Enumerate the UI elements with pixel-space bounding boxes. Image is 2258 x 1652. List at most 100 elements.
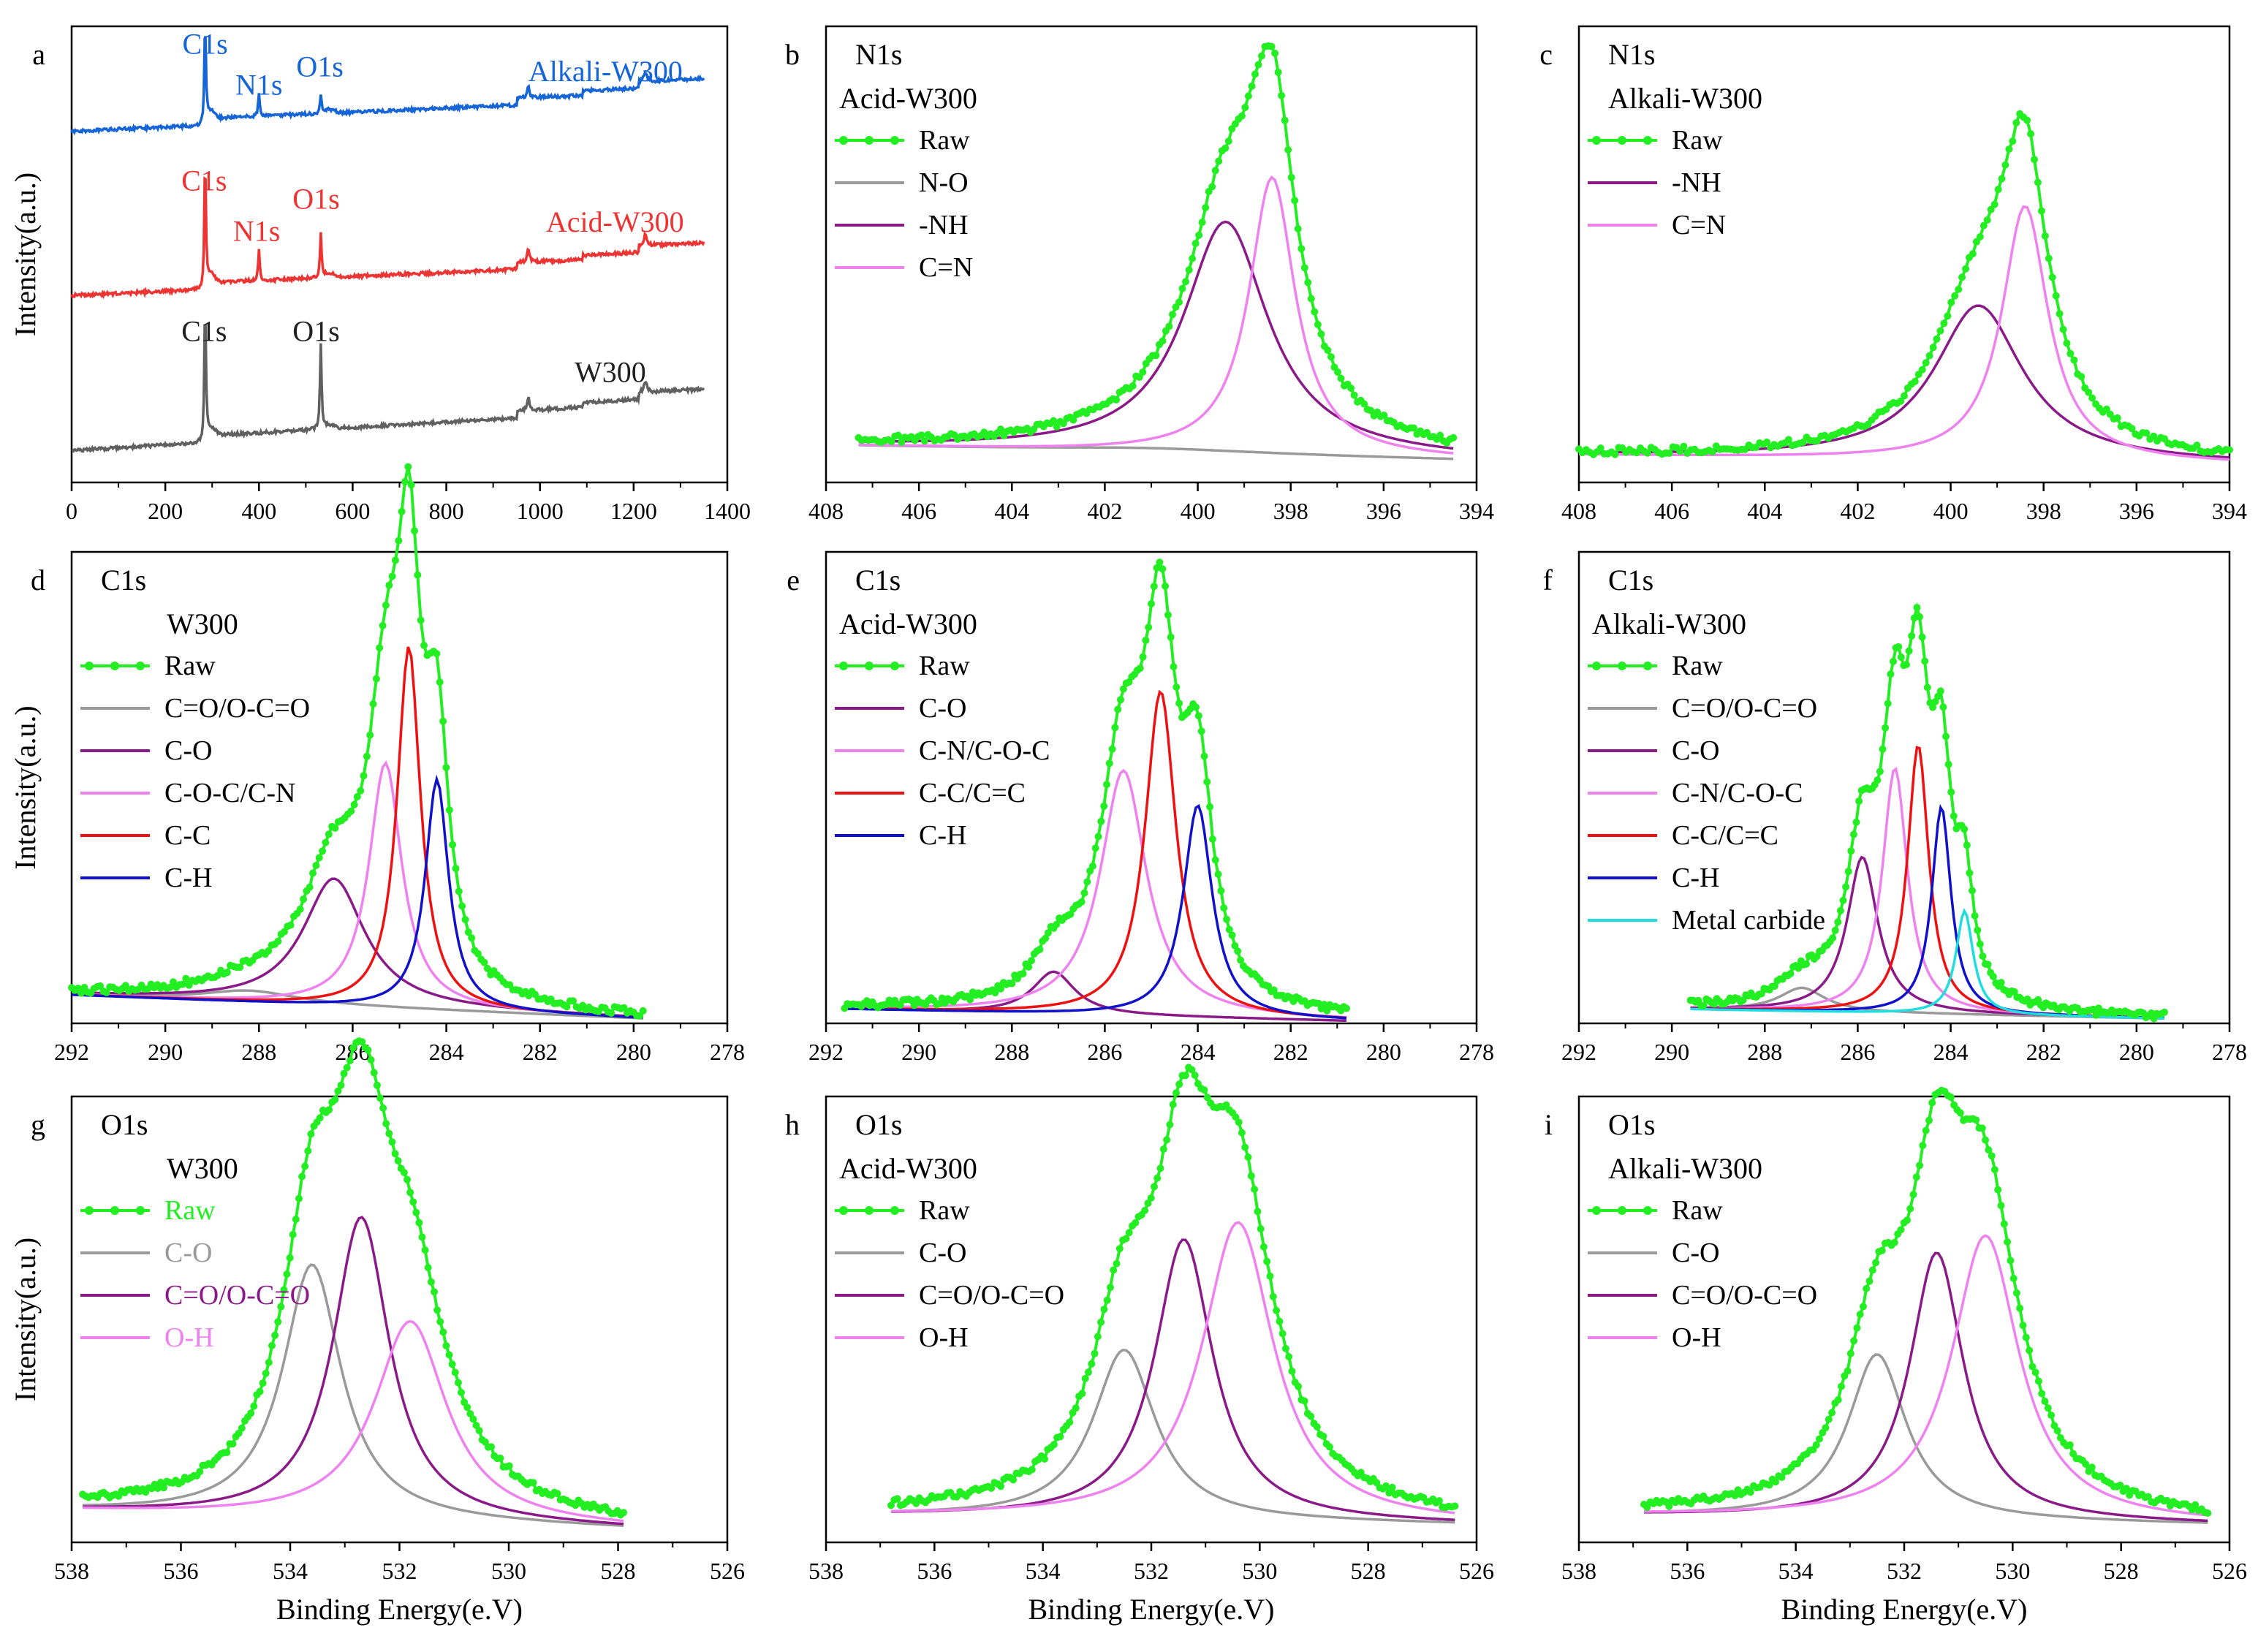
raw-data-point — [1083, 878, 1091, 886]
raw-data-point — [1208, 836, 1216, 843]
raw-data-point — [250, 1402, 258, 1410]
raw-data-point — [343, 1064, 351, 1072]
raw-data-point — [296, 905, 304, 913]
raw-data-point — [1078, 1390, 1086, 1398]
raw-data-point — [887, 438, 895, 445]
raw-data-point — [340, 1069, 348, 1077]
raw-data-point — [1969, 250, 1977, 258]
raw-data-point — [2001, 161, 2009, 169]
raw-data-point — [436, 678, 444, 686]
raw-data-point — [166, 983, 174, 991]
y-axis-label: Intensity(a.u.) — [9, 173, 42, 336]
raw-data-point — [1611, 450, 1619, 458]
raw-data-point — [2122, 1485, 2130, 1493]
raw-data-point — [1159, 1145, 1167, 1153]
legend-label: C-O — [919, 1238, 966, 1268]
x-tick-label: 280 — [2119, 1039, 2154, 1065]
raw-spectrum-line — [70, 466, 645, 1018]
panel-letter: f — [1543, 564, 1553, 596]
x-tick-label: 528 — [2104, 1558, 2139, 1584]
raw-data-point — [373, 1081, 381, 1089]
x-tick-label: 404 — [994, 498, 1029, 524]
legend-label: Raw — [1672, 651, 1723, 681]
raw-data-point — [1251, 70, 1259, 78]
x-tick-label: 292 — [54, 1039, 89, 1065]
raw-data-point — [2052, 292, 2060, 300]
raw-data-point — [1909, 1191, 1917, 1199]
raw-data-point — [480, 958, 488, 966]
raw-data-point — [1129, 382, 1137, 390]
raw-data-point — [1665, 1502, 1673, 1510]
legend: Raw C-O C=O/O-C=O O-H — [80, 1195, 310, 1353]
legend-marker — [865, 1206, 874, 1215]
legend-label: Raw — [919, 651, 970, 681]
survey-line-acid-w300 — [70, 176, 705, 300]
raw-data-point — [1337, 374, 1345, 382]
raw-data-point — [2066, 1441, 2074, 1449]
raw-data-point — [1178, 284, 1186, 292]
raw-data-point — [1294, 225, 1302, 232]
raw-data-point — [1141, 1207, 1149, 1214]
raw-data-point — [1050, 1441, 1058, 1449]
x-tick-label: 538 — [1561, 1558, 1596, 1584]
raw-data-point — [912, 1499, 920, 1507]
component-curve-c-o — [1643, 1353, 2208, 1524]
raw-data-point — [1194, 712, 1202, 720]
raw-data-point — [1144, 1200, 1152, 1208]
x-tick-label: 400 — [1181, 498, 1216, 524]
raw-data-point — [1091, 844, 1099, 852]
raw-data-point — [1203, 1094, 1211, 1102]
raw-data-point — [2012, 1289, 2020, 1297]
raw-data-point — [1324, 346, 1332, 355]
legend: Raw C=O/O-C=O C-O C-N/C-O-C C-C/C=C C-H Metal … — [1588, 651, 1825, 936]
raw-data-point — [1103, 1296, 1111, 1304]
raw-data-point — [256, 1387, 264, 1395]
raw-data-point — [917, 431, 925, 439]
x-tick-label: 292 — [1561, 1039, 1596, 1065]
raw-data-point — [1922, 1126, 1930, 1134]
raw-data-point — [376, 1094, 384, 1102]
raw-data-point — [77, 989, 85, 997]
x-tick-label: 290 — [1654, 1039, 1689, 1065]
raw-data-point — [1203, 778, 1211, 786]
x-tick-label: 1000 — [517, 498, 564, 524]
raw-data-point — [1388, 1483, 1396, 1491]
raw-data-point — [179, 980, 186, 988]
component-curve-metal-carbide — [1690, 907, 2165, 1020]
raw-data-point — [1918, 633, 1926, 641]
raw-data-point — [309, 869, 317, 877]
raw-data-point — [2034, 178, 2042, 186]
raw-data-point — [1978, 1124, 1986, 1132]
legend-marker — [110, 1206, 119, 1215]
raw-data-point — [271, 1331, 279, 1339]
raw-data-point — [1855, 797, 1863, 805]
raw-data-point — [364, 1046, 372, 1054]
raw-data-point — [607, 1009, 615, 1017]
raw-data-point — [1700, 1001, 1708, 1009]
raw-data-point — [1217, 887, 1225, 895]
raw-data-point — [259, 1379, 267, 1387]
panel-e: 292 290 288 286 284 282 280 278 e C1s Acid-W300 Raw… — [787, 550, 1494, 1065]
raw-data-point — [2193, 442, 2201, 450]
raw-data-point — [2027, 130, 2035, 138]
legend-label: C=N — [1672, 210, 1726, 240]
raw-data-point — [1094, 833, 1102, 841]
x-tick-label: 600 — [335, 498, 370, 524]
raw-data-point — [1117, 696, 1124, 704]
raw-data-point — [292, 1216, 300, 1224]
raw-data-point — [439, 717, 447, 725]
raw-data-point — [300, 895, 307, 903]
raw-data-point — [448, 1360, 456, 1368]
raw-data-point — [1287, 173, 1295, 181]
legend-label: C=O/O-C=O — [1672, 693, 1817, 724]
legend: Raw N-O -NH C=N — [835, 125, 973, 283]
peak-annotation: O1s — [296, 50, 343, 83]
raw-data-point — [295, 1194, 303, 1202]
raw-data-point — [1080, 889, 1088, 897]
raw-data-point — [286, 1254, 294, 1262]
raw-data-point — [1077, 898, 1086, 906]
raw-data-point — [1119, 685, 1127, 693]
survey-line-alkali-w300 — [70, 35, 705, 136]
raw-data-point — [1923, 683, 1931, 692]
sample-label: Acid-W300 — [839, 82, 977, 115]
